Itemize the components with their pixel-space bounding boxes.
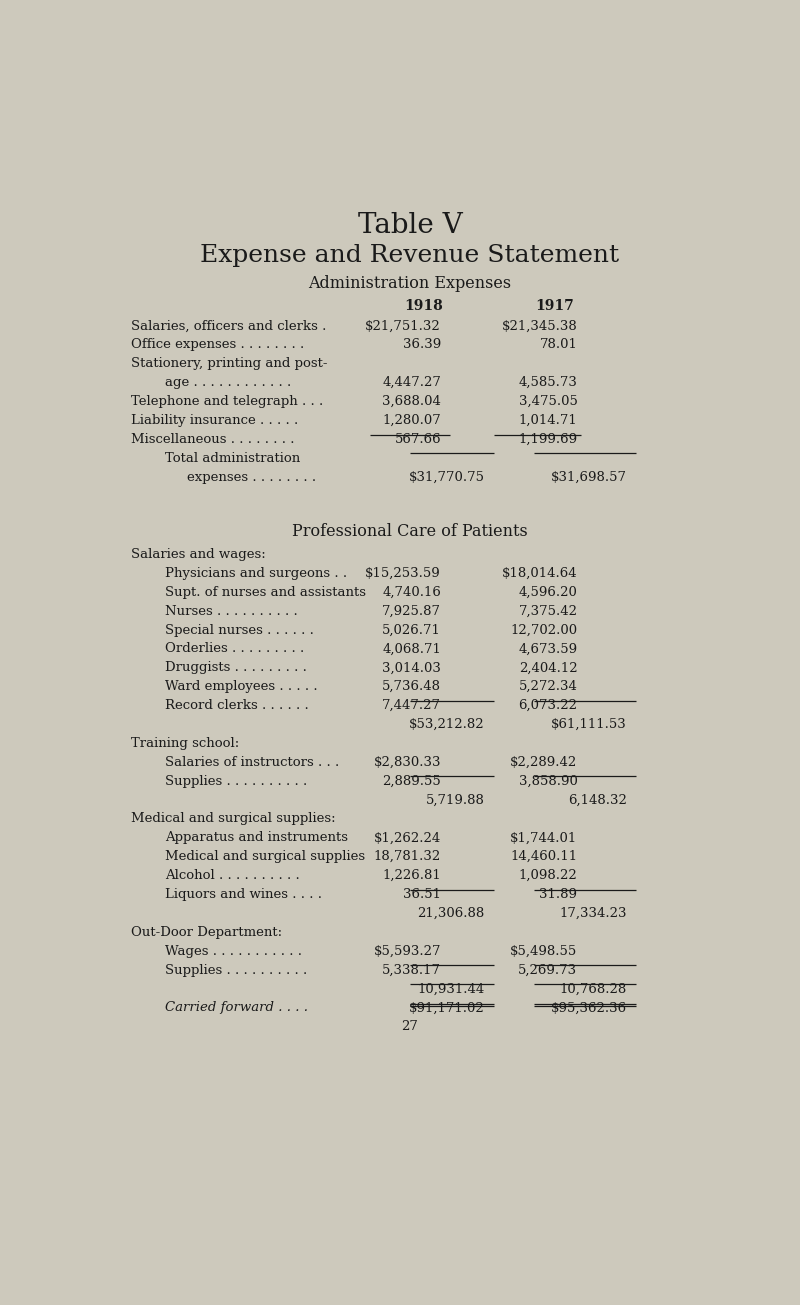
Text: $31,698.57: $31,698.57 xyxy=(551,471,627,484)
Text: $2,830.33: $2,830.33 xyxy=(374,756,441,769)
Text: 5,272.34: 5,272.34 xyxy=(518,680,578,693)
Text: 4,596.20: 4,596.20 xyxy=(518,586,578,599)
Text: 1917: 1917 xyxy=(534,299,574,313)
Text: 1,014.71: 1,014.71 xyxy=(518,414,578,427)
Text: 3,688.04: 3,688.04 xyxy=(382,395,441,408)
Text: 1918: 1918 xyxy=(405,299,443,313)
Text: 36.39: 36.39 xyxy=(402,338,441,351)
Text: 5,736.48: 5,736.48 xyxy=(382,680,441,693)
Text: Salaries and wages:: Salaries and wages: xyxy=(131,548,266,561)
Text: Professional Care of Patients: Professional Care of Patients xyxy=(292,523,528,540)
Text: 4,740.16: 4,740.16 xyxy=(382,586,441,599)
Text: 1,280.07: 1,280.07 xyxy=(382,414,441,427)
Text: 6,073.22: 6,073.22 xyxy=(518,699,578,713)
Text: Total administration: Total administration xyxy=(165,452,300,465)
Text: 2,889.55: 2,889.55 xyxy=(382,775,441,788)
Text: Telephone and telegraph . . .: Telephone and telegraph . . . xyxy=(131,395,323,408)
Text: 6,148.32: 6,148.32 xyxy=(568,793,627,806)
Text: Record clerks . . . . . .: Record clerks . . . . . . xyxy=(165,699,309,713)
Text: $21,751.32: $21,751.32 xyxy=(366,320,441,333)
Text: 1,226.81: 1,226.81 xyxy=(382,869,441,882)
Text: 21,306.88: 21,306.88 xyxy=(417,907,485,920)
Text: Expense and Revenue Statement: Expense and Revenue Statement xyxy=(201,244,619,268)
Text: Wages . . . . . . . . . . .: Wages . . . . . . . . . . . xyxy=(165,945,302,958)
Text: 5,719.88: 5,719.88 xyxy=(426,793,485,806)
Text: Alcohol . . . . . . . . . .: Alcohol . . . . . . . . . . xyxy=(165,869,300,882)
Text: 12,702.00: 12,702.00 xyxy=(510,624,578,637)
Text: $53,212.82: $53,212.82 xyxy=(409,718,485,731)
Text: 2,404.12: 2,404.12 xyxy=(518,662,578,675)
Text: $61,111.53: $61,111.53 xyxy=(551,718,627,731)
Text: Stationery, printing and post-: Stationery, printing and post- xyxy=(131,358,327,371)
Text: Carried forward . . . .: Carried forward . . . . xyxy=(165,1001,308,1014)
Text: 14,460.11: 14,460.11 xyxy=(510,851,578,863)
Text: 18,781.32: 18,781.32 xyxy=(374,851,441,863)
Text: Druggists . . . . . . . . .: Druggists . . . . . . . . . xyxy=(165,662,307,675)
Text: Medical and surgical supplies:: Medical and surgical supplies: xyxy=(131,813,336,826)
Text: Supplies . . . . . . . . . .: Supplies . . . . . . . . . . xyxy=(165,963,307,976)
Text: Out-Door Department:: Out-Door Department: xyxy=(131,925,282,938)
Text: Salaries of instructors . . .: Salaries of instructors . . . xyxy=(165,756,339,769)
Text: Miscellaneous . . . . . . . .: Miscellaneous . . . . . . . . xyxy=(131,433,294,446)
Text: $91,171.02: $91,171.02 xyxy=(409,1001,485,1014)
Text: $1,744.01: $1,744.01 xyxy=(510,831,578,844)
Text: $2,289.42: $2,289.42 xyxy=(510,756,578,769)
Text: 4,068.71: 4,068.71 xyxy=(382,642,441,655)
Text: 1,098.22: 1,098.22 xyxy=(518,869,578,882)
Text: 10,931.44: 10,931.44 xyxy=(417,983,485,996)
Text: 78.01: 78.01 xyxy=(539,338,578,351)
Text: expenses . . . . . . . .: expenses . . . . . . . . xyxy=(187,471,316,484)
Text: age . . . . . . . . . . . .: age . . . . . . . . . . . . xyxy=(165,376,291,389)
Text: Liability insurance . . . . .: Liability insurance . . . . . xyxy=(131,414,298,427)
Text: $5,498.55: $5,498.55 xyxy=(510,945,578,958)
Text: 7,925.87: 7,925.87 xyxy=(382,604,441,617)
Text: $21,345.38: $21,345.38 xyxy=(502,320,578,333)
Text: Office expenses . . . . . . . .: Office expenses . . . . . . . . xyxy=(131,338,304,351)
Text: 1,199.69: 1,199.69 xyxy=(518,433,578,446)
Text: Orderlies . . . . . . . . .: Orderlies . . . . . . . . . xyxy=(165,642,304,655)
Text: 27: 27 xyxy=(402,1021,418,1034)
Text: 4,585.73: 4,585.73 xyxy=(518,376,578,389)
Text: 3,858.90: 3,858.90 xyxy=(518,775,578,788)
Text: $95,362.36: $95,362.36 xyxy=(551,1001,627,1014)
Text: $1,262.24: $1,262.24 xyxy=(374,831,441,844)
Text: Supplies . . . . . . . . . .: Supplies . . . . . . . . . . xyxy=(165,775,307,788)
Text: Salaries, officers and clerks .: Salaries, officers and clerks . xyxy=(131,320,330,333)
Text: 7,375.42: 7,375.42 xyxy=(518,604,578,617)
Text: 567.66: 567.66 xyxy=(394,433,441,446)
Text: 5,338.17: 5,338.17 xyxy=(382,963,441,976)
Text: 31.89: 31.89 xyxy=(539,887,578,900)
Text: Training school:: Training school: xyxy=(131,737,239,750)
Text: Nurses . . . . . . . . . .: Nurses . . . . . . . . . . xyxy=(165,604,298,617)
Text: 10,768.28: 10,768.28 xyxy=(560,983,627,996)
Text: 3,475.05: 3,475.05 xyxy=(518,395,578,408)
Text: Administration Expenses: Administration Expenses xyxy=(309,275,511,292)
Text: Medical and surgical supplies: Medical and surgical supplies xyxy=(165,851,366,863)
Text: Apparatus and instruments: Apparatus and instruments xyxy=(165,831,348,844)
Text: 4,447.27: 4,447.27 xyxy=(382,376,441,389)
Text: 4,673.59: 4,673.59 xyxy=(518,642,578,655)
Text: 36.51: 36.51 xyxy=(403,887,441,900)
Text: Supt. of nurses and assistants: Supt. of nurses and assistants xyxy=(165,586,366,599)
Text: 5,026.71: 5,026.71 xyxy=(382,624,441,637)
Text: $15,253.59: $15,253.59 xyxy=(366,566,441,579)
Text: 17,334.23: 17,334.23 xyxy=(559,907,627,920)
Text: $31,770.75: $31,770.75 xyxy=(408,471,485,484)
Text: 7,447.27: 7,447.27 xyxy=(382,699,441,713)
Text: Special nurses . . . . . .: Special nurses . . . . . . xyxy=(165,624,314,637)
Text: Liquors and wines . . . .: Liquors and wines . . . . xyxy=(165,887,322,900)
Text: 5,269.73: 5,269.73 xyxy=(518,963,578,976)
Text: Table V: Table V xyxy=(358,211,462,239)
Text: Physicians and surgeons . .: Physicians and surgeons . . xyxy=(165,566,351,579)
Text: $5,593.27: $5,593.27 xyxy=(374,945,441,958)
Text: Ward employees . . . . .: Ward employees . . . . . xyxy=(165,680,318,693)
Text: 3,014.03: 3,014.03 xyxy=(382,662,441,675)
Text: $18,014.64: $18,014.64 xyxy=(502,566,578,579)
